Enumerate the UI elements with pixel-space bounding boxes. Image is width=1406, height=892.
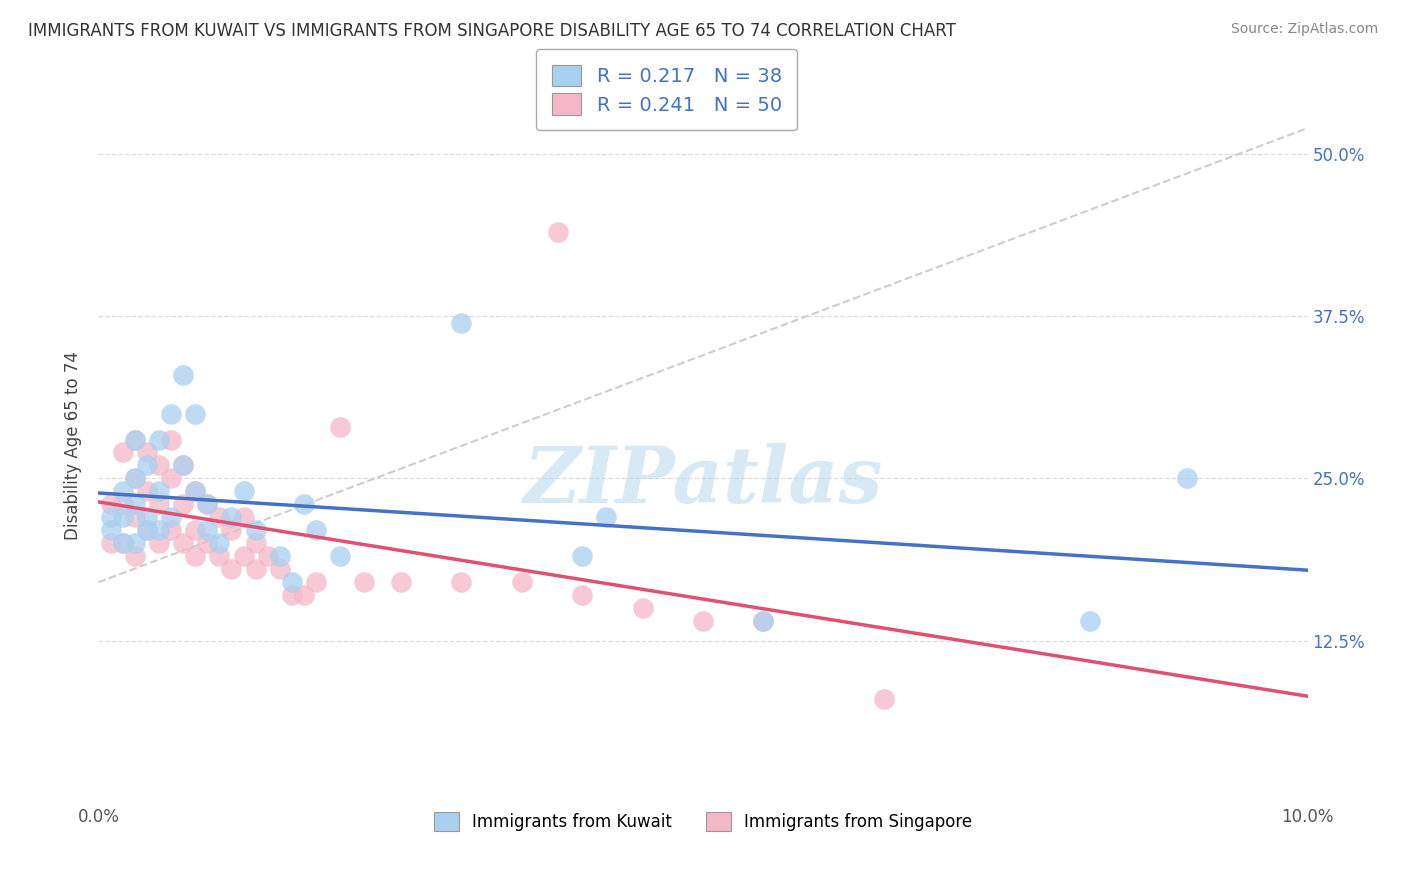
Point (245, 536, 267, 550)
Point (281, 575, 304, 590)
Point (1175, 471, 1198, 485)
Point (160, 433, 183, 447)
Point (100, 524, 122, 538)
Point (184, 484, 207, 499)
Point (148, 536, 170, 550)
Point (281, 588, 304, 602)
Point (172, 458, 194, 473)
Point (111, 445, 134, 459)
Point (208, 510, 231, 524)
Point (148, 497, 170, 511)
Point (631, 601, 654, 615)
Point (124, 536, 146, 550)
Point (111, 497, 134, 511)
Point (172, 497, 194, 511)
Point (135, 458, 157, 473)
Point (100, 510, 122, 524)
Point (148, 484, 170, 499)
Point (547, 225, 569, 239)
Legend: Immigrants from Kuwait, Immigrants from Singapore: Immigrants from Kuwait, Immigrants from … (420, 799, 986, 845)
Point (111, 536, 134, 550)
Point (571, 549, 593, 564)
Point (221, 524, 243, 538)
Point (269, 549, 291, 564)
Point (124, 497, 146, 511)
Point (1078, 614, 1101, 628)
Point (256, 549, 278, 564)
Point (221, 562, 243, 576)
Point (100, 497, 122, 511)
Point (124, 433, 146, 447)
Point (305, 524, 328, 538)
Point (195, 536, 218, 550)
Point (292, 588, 315, 602)
Point (135, 524, 157, 538)
Point (752, 614, 775, 628)
Point (292, 497, 315, 511)
Point (221, 510, 243, 524)
Text: IMMIGRANTS FROM KUWAIT VS IMMIGRANTS FROM SINGAPORE DISABILITY AGE 65 TO 74 CORR: IMMIGRANTS FROM KUWAIT VS IMMIGRANTS FRO… (28, 22, 956, 40)
Point (148, 433, 170, 447)
Point (135, 484, 157, 499)
Point (124, 433, 146, 447)
Point (692, 614, 714, 628)
Point (160, 510, 183, 524)
Point (329, 549, 352, 564)
Point (172, 368, 194, 382)
Point (450, 575, 472, 590)
Point (111, 510, 134, 524)
Text: ZIPatlas: ZIPatlas (523, 443, 883, 520)
Point (184, 407, 207, 421)
Point (124, 471, 146, 485)
Point (208, 549, 231, 564)
Point (184, 524, 207, 538)
Point (232, 510, 254, 524)
Point (245, 562, 267, 576)
Point (389, 575, 412, 590)
Point (595, 510, 617, 524)
Point (353, 575, 375, 590)
Point (172, 458, 194, 473)
Point (111, 484, 134, 499)
Point (245, 524, 267, 538)
Text: Source: ZipAtlas.com: Source: ZipAtlas.com (1230, 22, 1378, 37)
Point (160, 407, 183, 421)
Point (195, 497, 218, 511)
Point (135, 524, 157, 538)
Point (195, 524, 218, 538)
Point (160, 471, 183, 485)
Point (184, 549, 207, 564)
Point (232, 549, 254, 564)
Point (124, 471, 146, 485)
Point (124, 549, 146, 564)
Point (111, 536, 134, 550)
Point (160, 524, 183, 538)
Point (510, 575, 533, 590)
Point (232, 484, 254, 499)
Point (450, 316, 472, 330)
Point (329, 419, 352, 434)
Point (184, 484, 207, 499)
Y-axis label: Disability Age 65 to 74: Disability Age 65 to 74 (65, 351, 83, 541)
Point (195, 497, 218, 511)
Point (571, 588, 593, 602)
Point (208, 536, 231, 550)
Point (135, 445, 157, 459)
Point (305, 575, 328, 590)
Point (873, 692, 896, 706)
Point (124, 510, 146, 524)
Point (100, 536, 122, 550)
Point (148, 524, 170, 538)
Point (269, 562, 291, 576)
Point (148, 458, 170, 473)
Point (752, 614, 775, 628)
Point (135, 510, 157, 524)
Point (172, 536, 194, 550)
